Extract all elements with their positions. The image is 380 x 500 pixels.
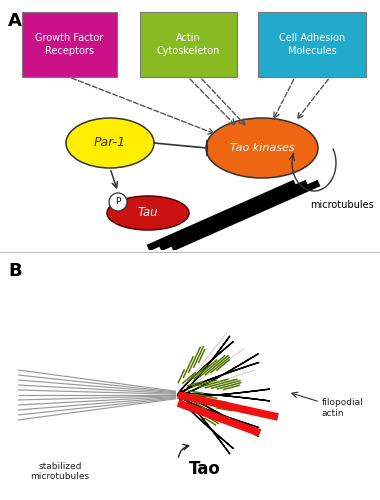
Text: Actin
Cytoskeleton: Actin Cytoskeleton <box>157 33 220 56</box>
Text: Cell Adhesion
Molecules: Cell Adhesion Molecules <box>279 33 345 56</box>
Ellipse shape <box>107 196 189 230</box>
Text: filopodial
actin: filopodial actin <box>322 398 364 417</box>
Text: Growth Factor
Receptors: Growth Factor Receptors <box>35 33 104 56</box>
Text: microtubules: microtubules <box>310 200 374 210</box>
Ellipse shape <box>206 118 318 178</box>
Text: Tao kinases: Tao kinases <box>230 143 294 153</box>
FancyBboxPatch shape <box>22 12 117 77</box>
FancyBboxPatch shape <box>140 12 237 77</box>
Circle shape <box>109 193 127 211</box>
Text: B: B <box>8 262 22 280</box>
FancyBboxPatch shape <box>258 12 366 77</box>
Text: Par-1: Par-1 <box>94 136 126 149</box>
Text: Tau: Tau <box>138 206 158 220</box>
Text: stabilized
microtubules: stabilized microtubules <box>30 462 90 481</box>
Text: P: P <box>115 198 121 206</box>
Text: Tao: Tao <box>189 460 221 478</box>
Ellipse shape <box>66 118 154 168</box>
Text: A: A <box>8 12 22 30</box>
